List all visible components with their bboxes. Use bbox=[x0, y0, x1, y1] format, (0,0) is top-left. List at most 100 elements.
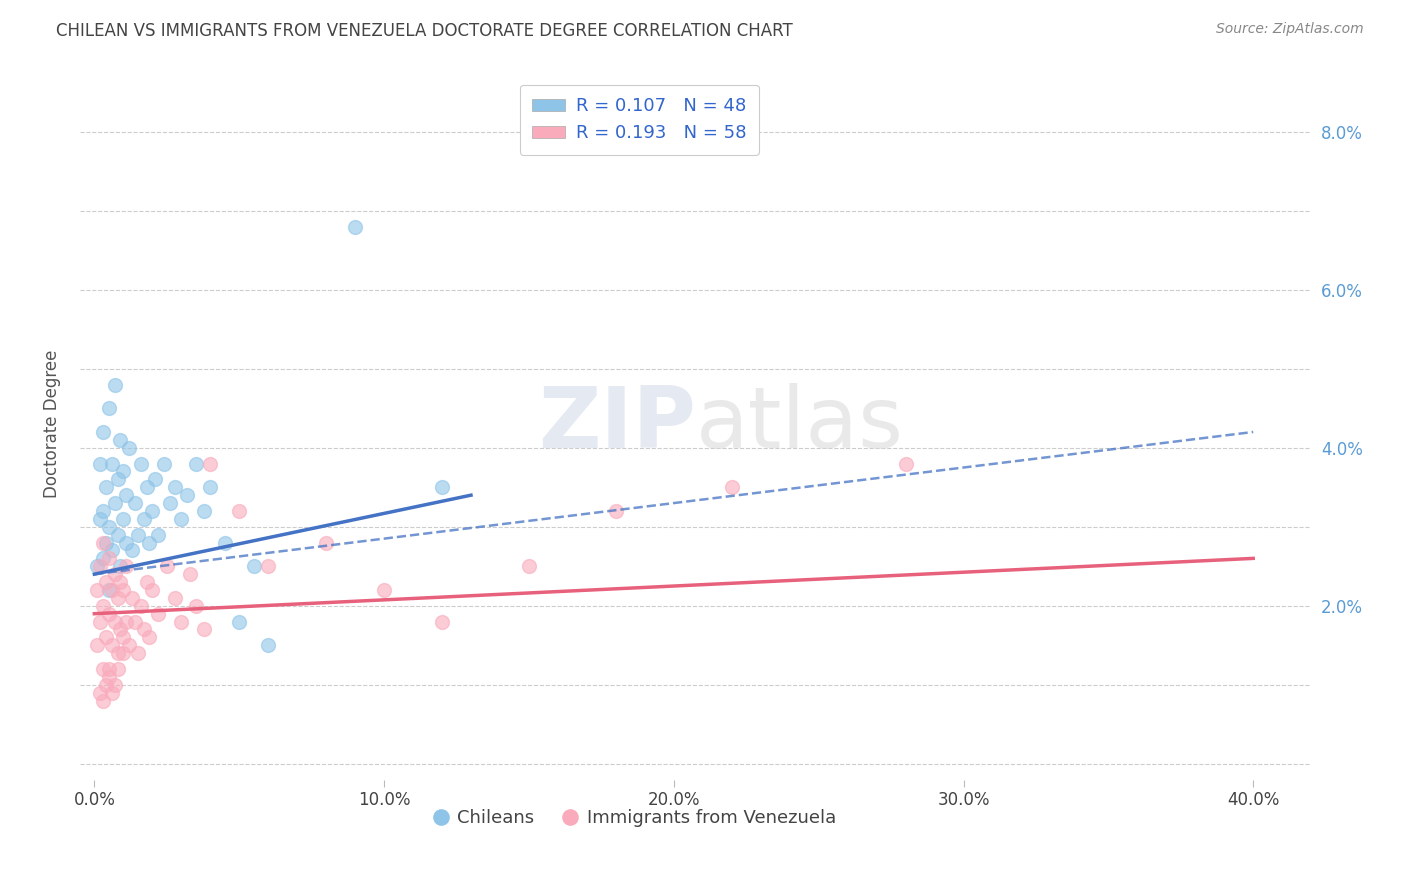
Point bbox=[91, 551, 114, 566]
Point bbox=[112, 646, 135, 660]
Point bbox=[104, 567, 127, 582]
Point bbox=[124, 615, 146, 629]
Point bbox=[228, 615, 250, 629]
Point bbox=[107, 472, 129, 486]
Point bbox=[97, 551, 120, 566]
Point bbox=[373, 582, 395, 597]
Point bbox=[97, 670, 120, 684]
Point bbox=[110, 623, 132, 637]
Point bbox=[94, 678, 117, 692]
Point bbox=[107, 646, 129, 660]
Y-axis label: Doctorate Degree: Doctorate Degree bbox=[44, 350, 60, 499]
Point bbox=[118, 638, 141, 652]
Point bbox=[344, 219, 367, 234]
Point bbox=[107, 662, 129, 676]
Point bbox=[135, 480, 157, 494]
Point bbox=[91, 504, 114, 518]
Point bbox=[124, 496, 146, 510]
Point bbox=[200, 457, 222, 471]
Point bbox=[104, 678, 127, 692]
Point bbox=[97, 662, 120, 676]
Point bbox=[110, 575, 132, 590]
Point bbox=[112, 582, 135, 597]
Point bbox=[100, 582, 122, 597]
Point bbox=[91, 599, 114, 613]
Point bbox=[127, 646, 149, 660]
Point bbox=[430, 615, 453, 629]
Point bbox=[257, 638, 280, 652]
Point bbox=[100, 457, 122, 471]
Point bbox=[129, 457, 152, 471]
Point bbox=[104, 496, 127, 510]
Point bbox=[110, 559, 132, 574]
Point bbox=[115, 559, 138, 574]
Point bbox=[97, 520, 120, 534]
Point bbox=[118, 441, 141, 455]
Point bbox=[94, 535, 117, 549]
Point bbox=[97, 607, 120, 621]
Point bbox=[104, 377, 127, 392]
Point bbox=[97, 582, 120, 597]
Point bbox=[115, 488, 138, 502]
Point bbox=[146, 527, 169, 541]
Point bbox=[184, 599, 207, 613]
Point bbox=[132, 623, 155, 637]
Point bbox=[242, 559, 264, 574]
Point bbox=[107, 591, 129, 605]
Point bbox=[141, 582, 163, 597]
Point bbox=[138, 631, 160, 645]
Point bbox=[91, 535, 114, 549]
Legend: Chileans, Immigrants from Venezuela: Chileans, Immigrants from Venezuela bbox=[425, 802, 844, 835]
Point bbox=[104, 615, 127, 629]
Point bbox=[165, 480, 187, 494]
Text: Source: ZipAtlas.com: Source: ZipAtlas.com bbox=[1216, 22, 1364, 37]
Point bbox=[517, 559, 540, 574]
Point bbox=[720, 480, 742, 494]
Point bbox=[894, 457, 917, 471]
Point bbox=[605, 504, 627, 518]
Point bbox=[112, 465, 135, 479]
Point bbox=[86, 559, 108, 574]
Point bbox=[115, 615, 138, 629]
Point bbox=[94, 575, 117, 590]
Point bbox=[121, 543, 143, 558]
Point bbox=[214, 535, 236, 549]
Point bbox=[91, 693, 114, 707]
Text: CHILEAN VS IMMIGRANTS FROM VENEZUELA DOCTORATE DEGREE CORRELATION CHART: CHILEAN VS IMMIGRANTS FROM VENEZUELA DOC… bbox=[56, 22, 793, 40]
Point bbox=[86, 638, 108, 652]
Point bbox=[100, 638, 122, 652]
Point bbox=[143, 472, 166, 486]
Text: atlas: atlas bbox=[696, 383, 904, 466]
Point bbox=[315, 535, 337, 549]
Point bbox=[89, 686, 111, 700]
Point bbox=[156, 559, 179, 574]
Point bbox=[228, 504, 250, 518]
Point bbox=[176, 488, 198, 502]
Point bbox=[257, 559, 280, 574]
Point bbox=[100, 686, 122, 700]
Point bbox=[129, 599, 152, 613]
Point bbox=[193, 623, 215, 637]
Point bbox=[141, 504, 163, 518]
Point bbox=[115, 535, 138, 549]
Point bbox=[86, 582, 108, 597]
Point bbox=[89, 559, 111, 574]
Point bbox=[94, 480, 117, 494]
Point bbox=[170, 512, 193, 526]
Point bbox=[112, 631, 135, 645]
Point bbox=[153, 457, 176, 471]
Point bbox=[200, 480, 222, 494]
Point bbox=[193, 504, 215, 518]
Point bbox=[159, 496, 181, 510]
Point bbox=[121, 591, 143, 605]
Point bbox=[107, 527, 129, 541]
Point bbox=[430, 480, 453, 494]
Point bbox=[112, 512, 135, 526]
Point bbox=[89, 512, 111, 526]
Point bbox=[146, 607, 169, 621]
Point bbox=[91, 662, 114, 676]
Point bbox=[100, 543, 122, 558]
Point bbox=[89, 615, 111, 629]
Point bbox=[91, 425, 114, 439]
Point bbox=[184, 457, 207, 471]
